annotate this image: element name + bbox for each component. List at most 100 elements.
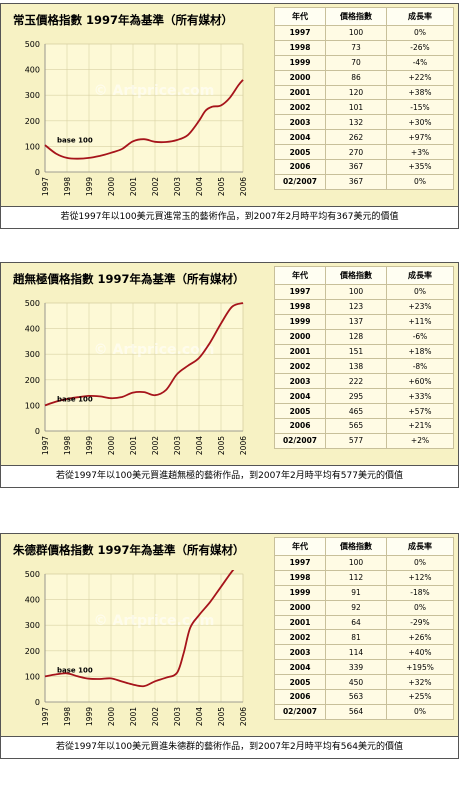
y-tick-label: 0 [35,698,40,707]
table-cell: +18% [386,343,454,360]
table-row: 1999 91 -18% [274,584,454,601]
table-row: 2004 262 +97% [274,129,454,146]
table-cell: 101 [325,99,387,116]
table-cell: +30% [386,114,454,131]
x-tick-label: 2005 [217,707,226,726]
x-tick-label: 1998 [63,436,72,455]
table-cell: 100 [325,25,387,41]
series-line [44,302,244,407]
table-cell: +12% [386,569,454,586]
x-tick-label: 2006 [239,436,248,455]
table-row: 2002 101 -15% [274,99,454,116]
chart-panel-changyu: 常玉價格指數 1997年為基準（所有媒材） 0 100 200 300 400 500 19… [0,3,459,229]
table-cell: 1999 [274,584,326,601]
table-cell: 450 [325,674,387,691]
table-cell: +195% [386,659,454,676]
base-annotation: base 100 [57,666,93,674]
table-row: 1997 100 0% [274,25,454,41]
chart-panel-chuteh-chun: 朱德群價格指數 1997年為基準（所有媒材） 0 100 200 300 400 500 1… [0,533,459,759]
panel-footer: 若從1997年以100美元買進趙無極的藝術作品，到2007年2月時平均有577美… [1,465,458,487]
table-cell: 2002 [274,629,326,646]
table-row: 2005 270 +3% [274,144,454,161]
line-chart: 0 100 200 300 400 500 1997 1998 1999 2000 2001 2002… [9,299,271,461]
y-tick-label: 200 [25,376,40,385]
x-tick-label: 2000 [107,177,116,196]
table-cell: +25% [386,689,454,705]
table-cell: 262 [325,129,387,146]
table-header-cell: 成長率 [386,266,454,285]
x-tick-label: 2006 [239,707,248,726]
table-cell: 2002 [274,99,326,116]
table-cell: +40% [386,644,454,661]
table-row: 2004 295 +33% [274,388,454,405]
y-tick-label: 400 [25,596,40,605]
table-header-cell: 價格指數 [325,537,387,556]
table-cell: -15% [386,99,454,116]
table-cell: -18% [386,584,454,601]
plot-area [44,302,244,432]
table-cell: 367 [325,159,387,175]
table-cell: 1998 [274,569,326,586]
line-chart: 0 100 200 300 400 500 1997 1998 1999 2000 2001 2002… [9,40,271,202]
table-cell: 86 [325,69,387,86]
panel-footer: 若從1997年以100美元買進常玉的藝術作品，到2007年2月時平均有367美元… [1,206,458,228]
x-tick-label: 2001 [129,707,138,726]
y-tick-label: 500 [25,299,40,308]
index-table: 年代 價格指數 成長率 1997 100 0% 1998 73 -26% 1999 70 -4% 200… [274,7,454,190]
table-row: 02/2007 367 0% [274,173,454,190]
table-header-cell: 年代 [274,266,326,285]
table-cell: 2006 [274,418,326,434]
y-tick-label: 300 [25,621,40,630]
table-row: 2003 132 +30% [274,114,454,131]
table-cell: 2000 [274,328,326,345]
table-row: 2001 120 +38% [274,84,454,101]
table-cell: 2003 [274,373,326,390]
x-tick-label: 1998 [63,707,72,726]
table-row: 2006 367 +35% [274,159,454,175]
x-tick-label: 2005 [217,177,226,196]
table-cell: -6% [386,328,454,345]
table-cell: 0% [386,284,454,300]
table-row: 2005 450 +32% [274,674,454,691]
y-tick-label: 500 [25,40,40,49]
table-row: 2005 465 +57% [274,403,454,420]
table-cell: -26% [386,39,454,56]
table-cell: 2005 [274,674,326,691]
table-row: 2003 222 +60% [274,373,454,390]
series-line [44,79,244,160]
table-cell: 73 [325,39,387,56]
y-tick-label: 100 [25,401,40,410]
y-tick-label: 500 [25,570,40,579]
table-row: 2000 128 -6% [274,328,454,345]
table-header-row: 年代 價格指數 成長率 [274,7,454,26]
table-cell: +97% [386,129,454,146]
table-row: 2000 86 +22% [274,69,454,86]
base-annotation: base 100 [57,395,93,403]
table-cell: 02/2007 [274,432,326,449]
x-tick-label: 1997 [41,177,50,196]
table-row: 2001 151 +18% [274,343,454,360]
watermark-text: © Artprice.com [94,342,215,358]
series-line [44,570,235,688]
table-cell: +35% [386,159,454,175]
table-header-cell: 成長率 [386,537,454,556]
watermark-text: © Artprice.com [94,83,215,99]
table-cell: 2005 [274,403,326,420]
table-row: 1999 70 -4% [274,54,454,71]
table-cell: 2004 [274,129,326,146]
table-cell: 138 [325,358,387,375]
table-cell: 120 [325,84,387,101]
table-row: 02/2007 577 +2% [274,432,454,449]
table-row: 2003 114 +40% [274,644,454,661]
y-tick-label: 300 [25,91,40,100]
x-tick-label: 2001 [129,177,138,196]
x-tick-label: 2002 [151,707,160,726]
table-row: 2000 92 0% [274,599,454,616]
table-cell: 2001 [274,84,326,101]
x-tick-label: 1998 [63,177,72,196]
table-row: 2006 565 +21% [274,418,454,434]
y-tick-label: 100 [25,672,40,681]
table-header-cell: 年代 [274,537,326,556]
table-cell: 100 [325,555,387,571]
x-tick-label: 2004 [195,177,204,196]
